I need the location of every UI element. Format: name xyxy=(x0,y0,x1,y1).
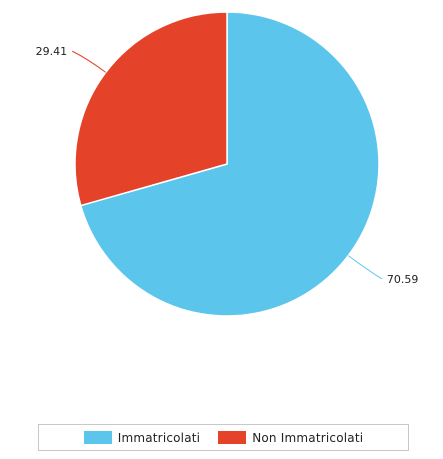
pie-chart: 70.59 29.41 xyxy=(36,11,419,317)
leader-line-immatricolati xyxy=(347,255,383,280)
legend-label-non-immatricolati: Non Immatricolati xyxy=(252,430,364,445)
data-label-immatricolati: 70.59 xyxy=(387,273,419,286)
leader-line-non-immatricolati xyxy=(71,50,107,73)
legend-label-immatricolati: Immatricolati xyxy=(117,430,201,445)
pie-chart-svg: 70.59 29.41 xyxy=(36,11,419,317)
legend-swatch-immatricolati xyxy=(83,431,112,444)
data-label-non-immatricolati: 29.41 xyxy=(36,45,68,58)
chart-legend: Immatricolati Non Immatricolati xyxy=(38,424,409,451)
legend-item-immatricolati[interactable]: Immatricolati xyxy=(83,430,201,445)
pie-slice-immatricolati[interactable] xyxy=(79,11,380,317)
legend-swatch-non-immatricolati xyxy=(218,431,247,444)
legend-item-non-immatricolati[interactable]: Non Immatricolati xyxy=(218,431,363,445)
